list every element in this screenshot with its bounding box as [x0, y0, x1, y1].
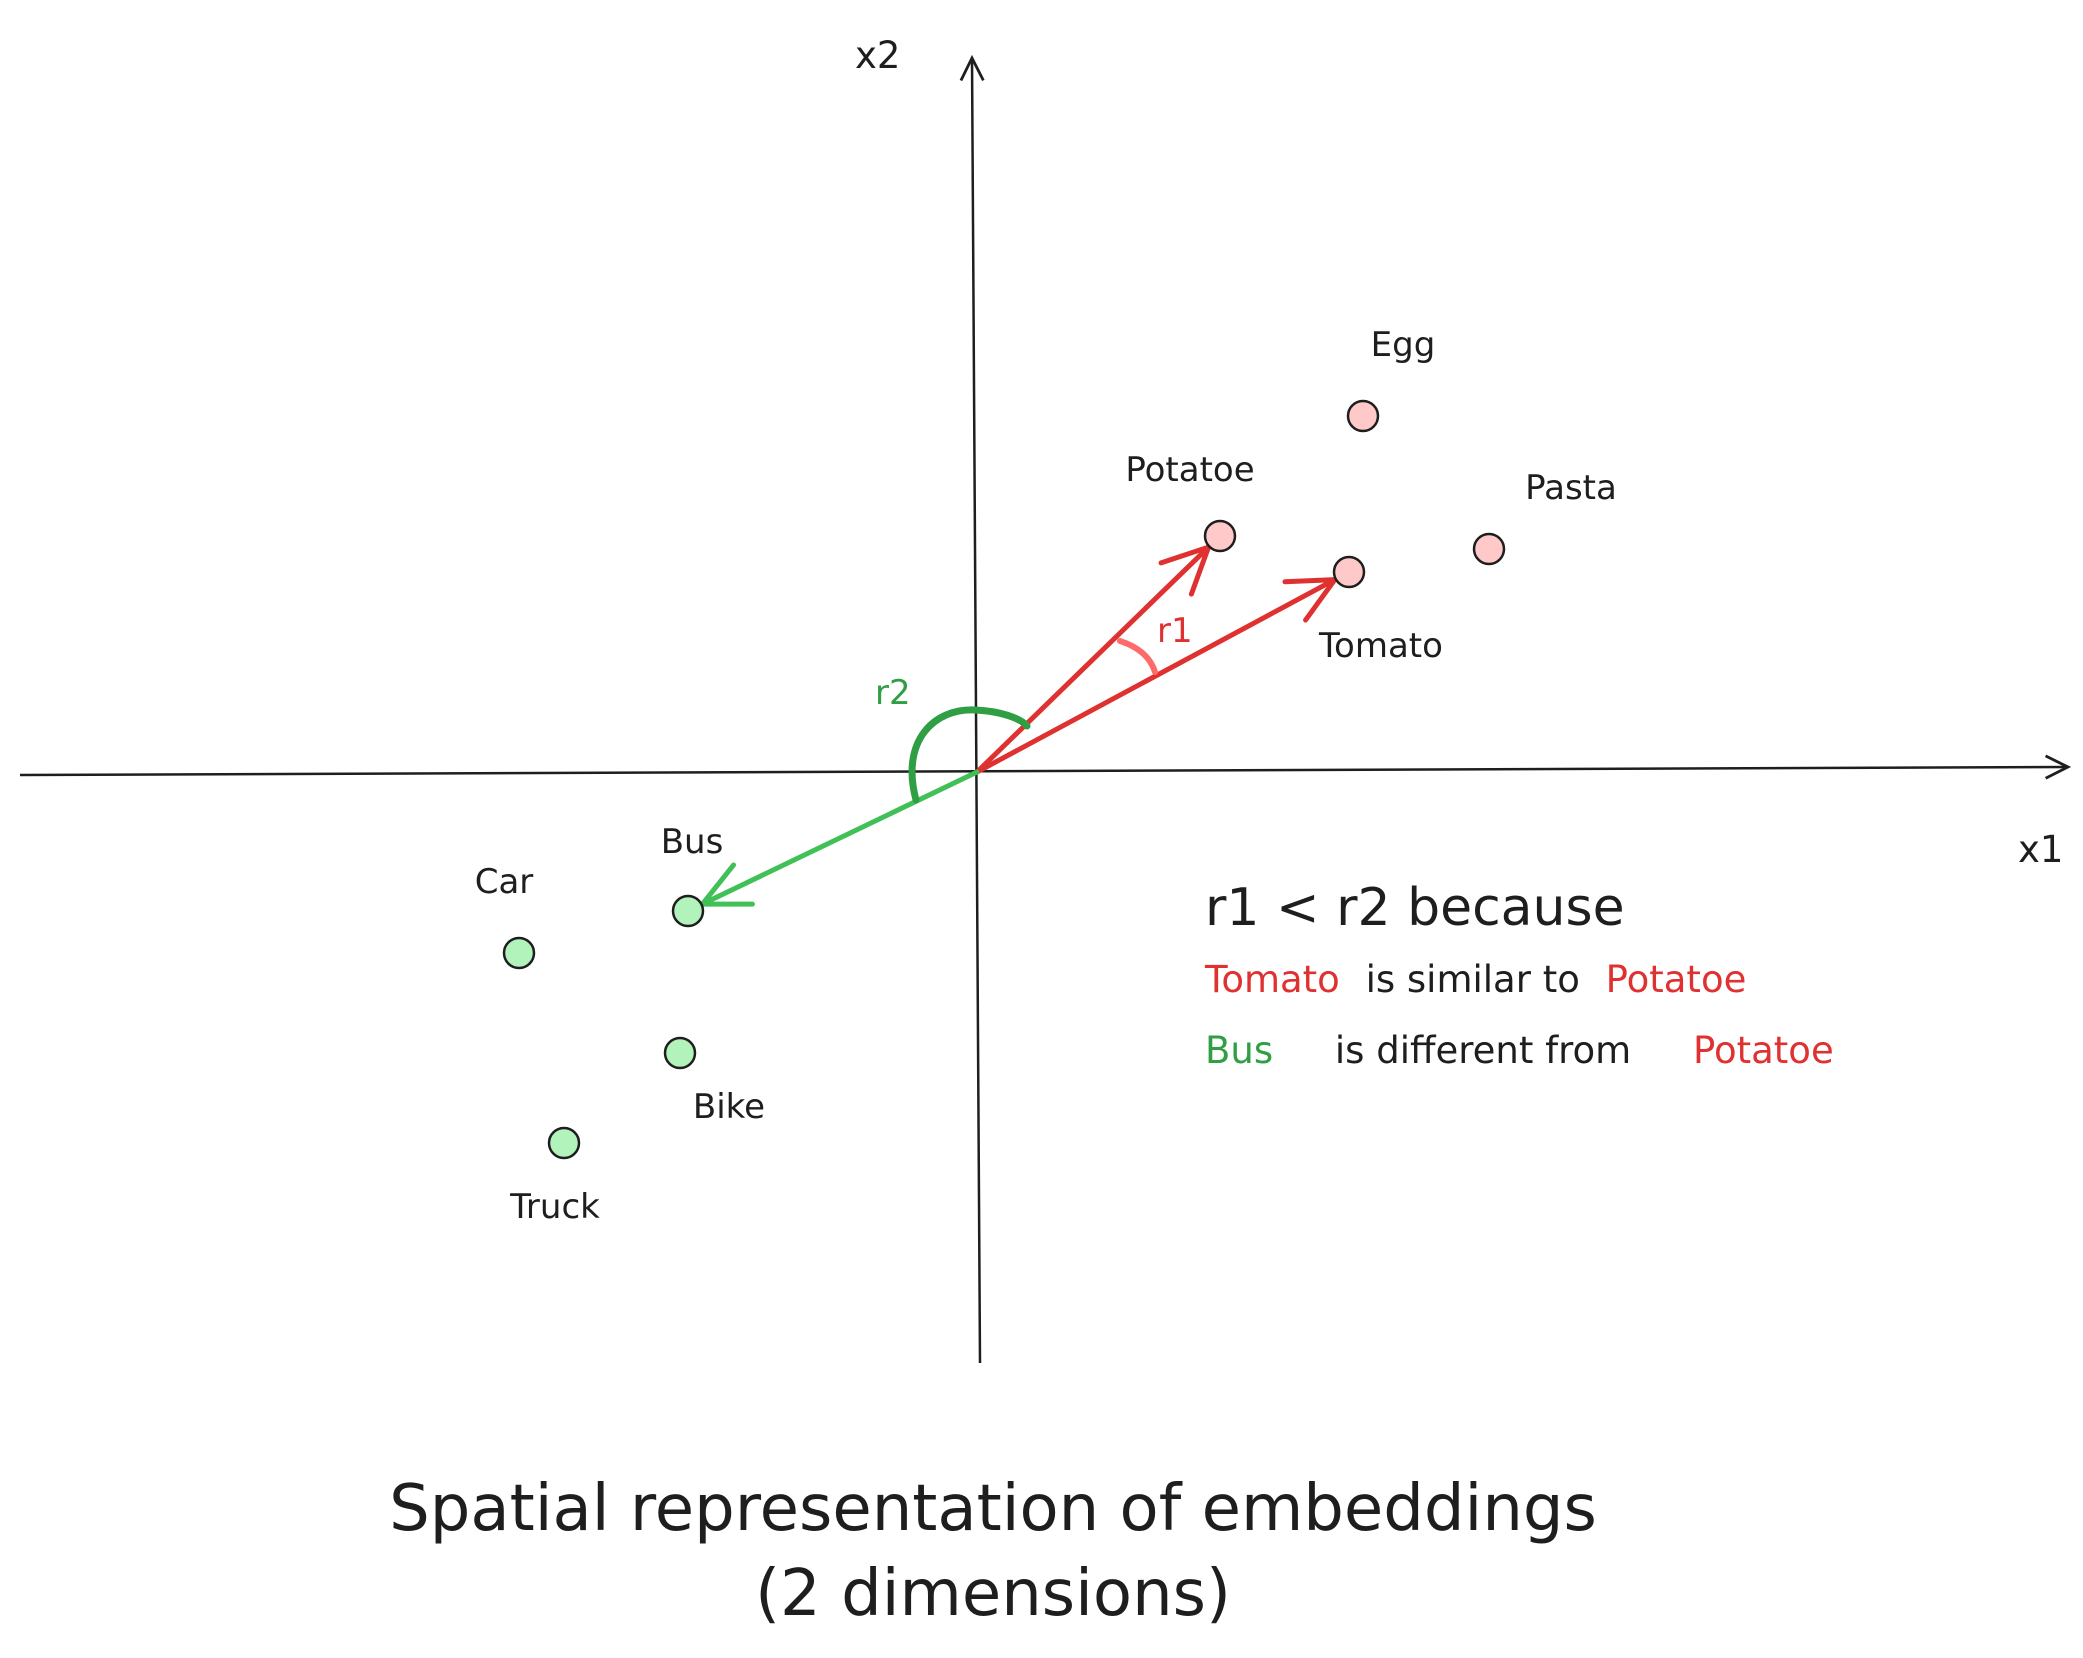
point-label-pasta: Pasta	[1525, 468, 1617, 508]
point-bike	[663, 1036, 697, 1070]
r2-arc	[908, 706, 1031, 804]
arrowhead	[699, 862, 737, 907]
point-label-bus: Bus	[661, 822, 724, 862]
r2-label: r2	[875, 673, 911, 713]
point-egg	[1346, 399, 1380, 433]
bus-word: Bus	[1205, 1029, 1273, 1072]
point-truck	[547, 1126, 581, 1160]
point-tomato	[1332, 555, 1366, 589]
y-axis-label: x2	[855, 34, 900, 77]
point-label-bike: Bike	[693, 1087, 765, 1127]
points: Egg Potatoe Pasta Tomato Bus Car Bike Truck	[475, 325, 1617, 1227]
r1-label: r1	[1157, 611, 1193, 651]
x-axis	[19, 767, 2068, 775]
arrowhead	[1282, 577, 1338, 585]
r1-arc	[1117, 638, 1158, 675]
point-car	[502, 936, 536, 970]
axes: x1 x2	[19, 34, 2068, 1364]
arrowhead	[1303, 577, 1338, 623]
different-text: is different from	[1335, 1029, 1631, 1072]
x-axis-label: x1	[2018, 828, 2063, 871]
potatoe-word: Potatoe	[1606, 958, 1747, 1001]
point-label-egg: Egg	[1371, 325, 1436, 365]
point-label-truck: Truck	[509, 1187, 600, 1227]
vector-to-potatoe	[974, 544, 1212, 775]
point-potatoe	[1203, 519, 1237, 553]
arrowhead	[1158, 544, 1212, 566]
vector-to-tomato	[974, 577, 1338, 775]
vectors	[699, 544, 1338, 907]
explanation: r1 < r2 because Tomato is similar to Pot…	[1204, 878, 1834, 1072]
chart-subtitle: (2 dimensions)	[755, 1557, 1231, 1631]
point-label-tomato: Tomato	[1318, 626, 1443, 666]
similar-text: is similar to	[1366, 958, 1580, 1001]
point-label-car: Car	[475, 862, 534, 902]
point-pasta	[1472, 532, 1506, 566]
chart-title: Spatial representation of embeddings	[389, 1472, 1597, 1546]
point-bus	[671, 894, 705, 928]
potatoe-word-2: Potatoe	[1693, 1029, 1834, 1072]
vector-to-bus	[699, 769, 980, 907]
tomato-word: Tomato	[1204, 958, 1340, 1001]
arrowhead	[1188, 544, 1212, 597]
explanation-line-2: Bus is different from Potatoe	[1205, 1029, 1834, 1072]
explanation-line-1: Tomato is similar to Potatoe	[1204, 958, 1746, 1001]
explanation-heading: r1 < r2 because	[1205, 878, 1625, 938]
point-label-potatoe: Potatoe	[1125, 450, 1254, 490]
angle-arcs: r1 r2	[875, 611, 1193, 804]
